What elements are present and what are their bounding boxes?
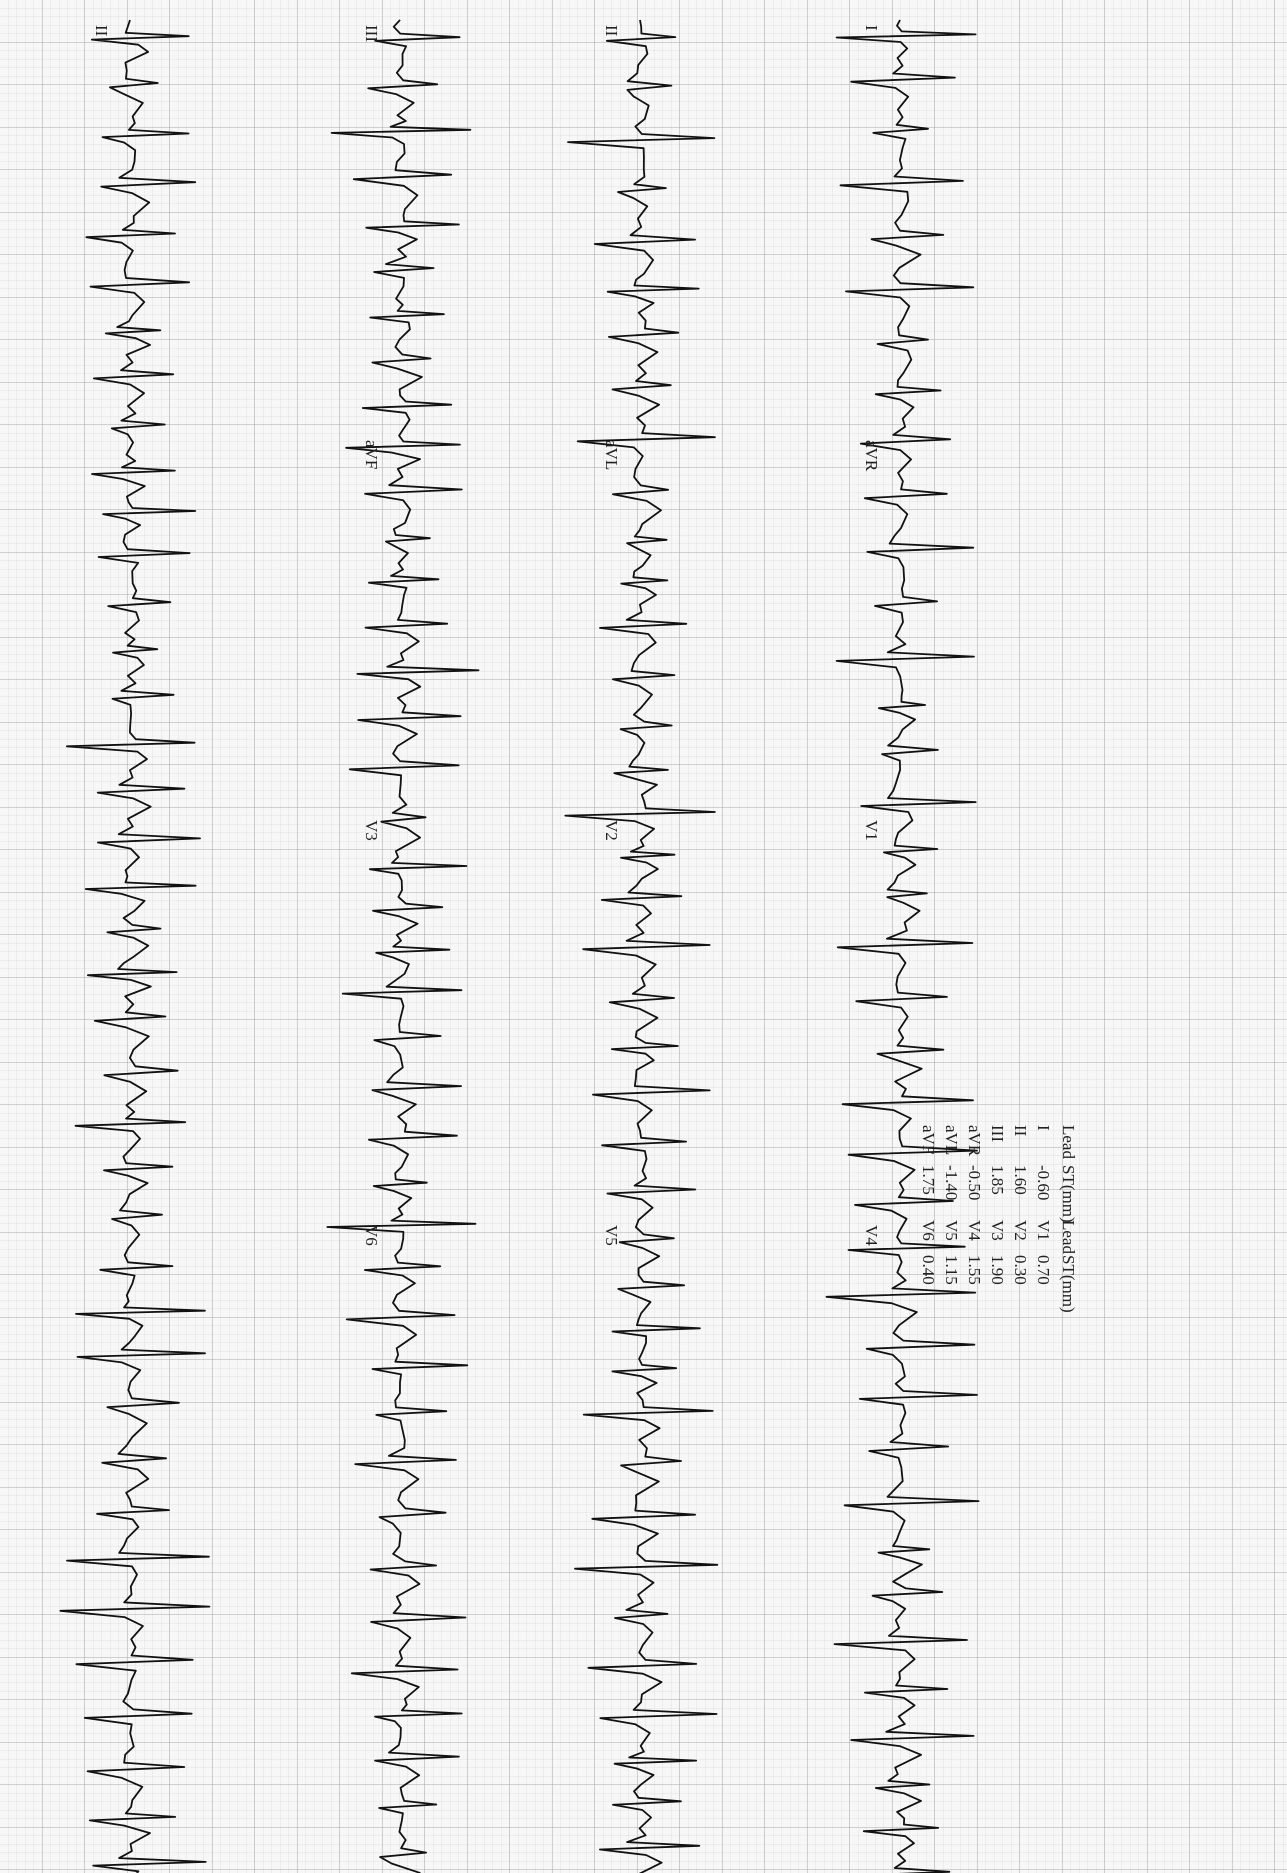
lead-label: V6	[362, 1225, 381, 1246]
st-table-cell: III	[988, 1125, 1007, 1142]
st-table-cell: V4	[965, 1220, 984, 1241]
st-table-cell: 1.85	[988, 1165, 1007, 1195]
st-table-cell: 1.90	[988, 1255, 1007, 1285]
lead-label: V1	[862, 820, 881, 841]
st-table-cell: -1.40	[942, 1165, 961, 1200]
lead-label: III	[362, 25, 381, 42]
lead-label: V3	[362, 820, 381, 841]
st-table-cell: 1.15	[942, 1255, 961, 1285]
lead-label: aVR	[862, 440, 881, 472]
st-table-header: ST(mm)	[1059, 1165, 1078, 1223]
st-table-cell: V1	[1034, 1220, 1053, 1241]
st-table-cell: 1.60	[1011, 1165, 1030, 1195]
st-table-cell: II	[1011, 1125, 1030, 1137]
ecg-trace	[59, 19, 211, 1873]
st-table-cell: V3	[988, 1220, 1007, 1241]
st-table-header: ST(mm)	[1059, 1255, 1078, 1313]
st-table-header: Lead	[1059, 1220, 1078, 1254]
st-table-cell: -0.60	[1034, 1165, 1053, 1200]
st-table-cell: 1.55	[965, 1255, 984, 1285]
ecg-trace	[326, 19, 480, 1873]
st-table-cell: V2	[1011, 1220, 1030, 1241]
st-table-cell: aVF	[919, 1125, 938, 1154]
st-table-cell: aVR	[965, 1125, 984, 1157]
st-table-cell: 0.70	[1034, 1255, 1053, 1285]
st-table-cell: aVL	[942, 1125, 961, 1155]
lead-label: V2	[602, 820, 621, 841]
st-table-cell: 0.40	[919, 1255, 938, 1285]
st-table-cell: -0.50	[965, 1165, 984, 1200]
landscape-frame: IaVRV1V4IIaVLV2V5IIIaVFV3V6IILeadST(mm)L…	[59, 19, 1078, 1873]
lead-label: II	[92, 25, 111, 37]
lead-label: aVF	[362, 440, 381, 469]
st-table-header: Lead	[1059, 1125, 1078, 1159]
ecg-trace	[564, 19, 719, 1873]
lead-label: V5	[602, 1225, 621, 1246]
ecg-trace	[825, 19, 980, 1873]
lead-label: I	[862, 25, 881, 31]
lead-label: II	[602, 25, 621, 37]
st-table-cell: V5	[942, 1220, 961, 1241]
lead-label: aVL	[602, 440, 621, 470]
st-table-cell: V6	[919, 1220, 938, 1241]
st-table-cell: I	[1034, 1125, 1053, 1131]
st-table-cell: 0.30	[1011, 1255, 1030, 1285]
st-table-cell: 1.75	[919, 1165, 938, 1195]
lead-label: V4	[862, 1225, 881, 1246]
